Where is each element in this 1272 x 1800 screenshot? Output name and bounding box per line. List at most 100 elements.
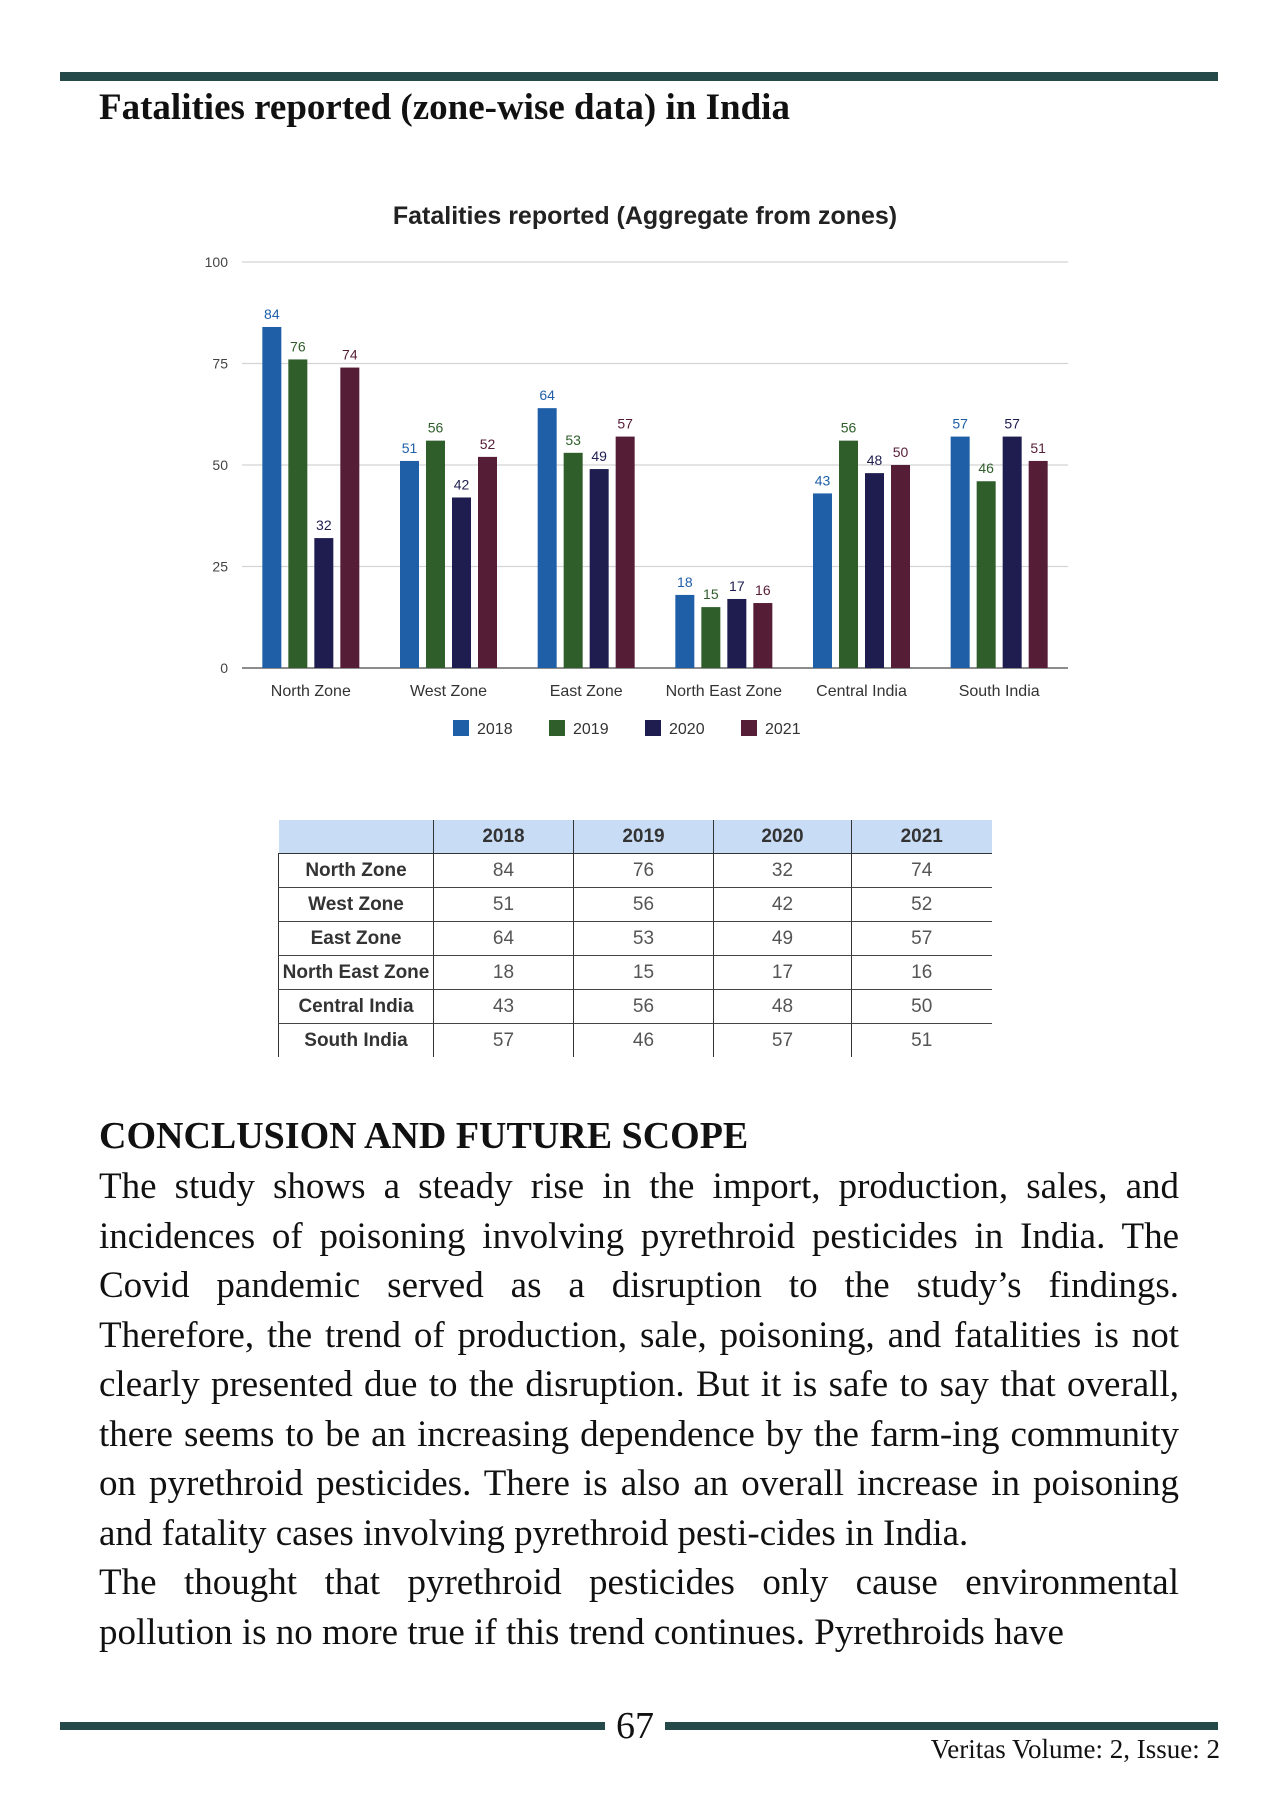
- x-tick-label: West Zone: [410, 683, 487, 700]
- bar: [727, 598, 747, 668]
- data-label: 49: [591, 448, 607, 464]
- table-cell: 32: [713, 853, 852, 888]
- table-cell: 57: [433, 1023, 574, 1057]
- table-cell: 57: [713, 1023, 852, 1057]
- x-tick-label: Central India: [816, 683, 907, 700]
- bar: [839, 440, 858, 668]
- bar: [426, 440, 445, 668]
- bar: [478, 456, 497, 668]
- y-tick-label: 100: [205, 254, 229, 270]
- chart-grid: 0 25 50 75 100: [205, 254, 1068, 676]
- x-tick-label: East Zone: [550, 683, 623, 700]
- table-cell: 64: [433, 921, 574, 956]
- table-cell: 17: [713, 955, 852, 990]
- journal-name: Veritas Volume: 2, Issue: 2: [930, 1734, 1220, 1764]
- table-cell: 46: [573, 1023, 714, 1057]
- table-cell: 74: [851, 853, 992, 888]
- y-tick-label: 75: [212, 356, 228, 372]
- chart-x-ticks: North Zone West Zone East Zone North East Z…: [271, 683, 1040, 700]
- table-cell: 57: [851, 921, 992, 956]
- page-number: 67: [616, 1705, 654, 1747]
- bar: [340, 367, 360, 668]
- legend-swatch: [645, 720, 661, 736]
- chart-legend: 2018 2019 2020 2021: [453, 720, 801, 738]
- data-label: 46: [978, 460, 994, 476]
- table-cell: 18: [433, 955, 574, 990]
- x-tick-label: North East Zone: [666, 683, 783, 700]
- table-cell: 84: [433, 853, 574, 888]
- table-cell: 15: [573, 955, 714, 990]
- legend-swatch: [549, 720, 565, 736]
- data-label: 15: [703, 586, 719, 602]
- bar: [400, 460, 419, 668]
- table-cell: 43: [433, 989, 574, 1024]
- conclusion-paragraph: The thought that pyrethroid pesticides o…: [99, 1562, 1179, 1653]
- y-tick-label: 25: [212, 559, 228, 575]
- bar: [865, 473, 884, 668]
- bar: [589, 469, 609, 668]
- y-tick-label: 0: [220, 660, 228, 676]
- bar: [891, 465, 910, 668]
- table-header-cell: [278, 820, 434, 854]
- data-label: 51: [402, 440, 418, 456]
- table-cell: 48: [713, 989, 852, 1024]
- data-label: 18: [677, 574, 693, 590]
- chart-title: Fatalities reported (Aggregate from zone…: [393, 202, 897, 230]
- bar: [563, 452, 583, 668]
- bar: [1002, 436, 1022, 668]
- data-label: 64: [539, 387, 555, 403]
- legend-swatch: [741, 720, 757, 736]
- table-row-label: North Zone: [278, 853, 434, 888]
- bar: [753, 603, 773, 668]
- table-header-cell: 2020: [713, 820, 852, 854]
- table-row-label: North East Zone: [278, 955, 434, 990]
- data-label: 84: [264, 306, 280, 322]
- conclusion-paragraph: The study shows a steady rise in the imp…: [99, 1166, 1179, 1554]
- data-label: 42: [454, 476, 470, 492]
- legend-label: 2019: [573, 721, 609, 738]
- data-label: 52: [480, 436, 496, 452]
- data-label: 57: [617, 416, 633, 432]
- table-cell: 49: [713, 921, 852, 956]
- legend-label: 2018: [477, 721, 513, 738]
- table-header-row: 2018 2019 2020 2021: [278, 820, 992, 854]
- bar: [288, 359, 308, 668]
- table-cell: 51: [911, 1029, 933, 1051]
- bar: [615, 436, 635, 668]
- data-label: 74: [342, 347, 358, 363]
- data-label: 17: [729, 578, 745, 594]
- table-row: West Zone 51 56 42 52: [278, 887, 992, 922]
- table-cell: 52: [851, 887, 992, 922]
- data-label: 43: [815, 472, 831, 488]
- bar: [675, 594, 695, 668]
- data-label: 56: [841, 420, 857, 436]
- table-row: North East Zone 18 15 17 16: [278, 955, 992, 990]
- table-header-cell: 2021: [851, 820, 992, 854]
- section-heading: Fatalities reported (zone-wise data) in …: [99, 87, 790, 128]
- data-label: 32: [316, 517, 332, 533]
- footer-rule-right: [665, 1722, 1218, 1730]
- data-label: 48: [867, 452, 883, 468]
- data-label: 76: [290, 338, 306, 354]
- table-cell: 53: [573, 921, 714, 956]
- table-row-label: West Zone: [278, 887, 434, 922]
- data-label: 51: [1030, 440, 1046, 456]
- table-cell: 42: [713, 887, 852, 922]
- bar-chart: Fatalities reported (Aggregate from zone…: [205, 202, 1068, 738]
- x-tick-label: North Zone: [271, 683, 351, 700]
- top-rule: [60, 72, 1218, 81]
- table-cell: 56: [573, 887, 714, 922]
- bar: [701, 607, 721, 668]
- data-label: 57: [952, 416, 968, 432]
- data-label: 56: [428, 420, 444, 436]
- table-row: East Zone 64 53 49 57: [278, 921, 992, 956]
- table-row-label: South India: [278, 1023, 434, 1057]
- bar: [452, 497, 471, 668]
- bar: [950, 436, 970, 668]
- data-label: 53: [565, 432, 581, 448]
- legend-label: 2020: [669, 721, 705, 738]
- table-row: Central India 43 56 48 50: [278, 989, 992, 1024]
- table-cell: 51: [433, 887, 574, 922]
- chart-bars: [262, 326, 1048, 668]
- table-row-label: Central India: [278, 989, 434, 1024]
